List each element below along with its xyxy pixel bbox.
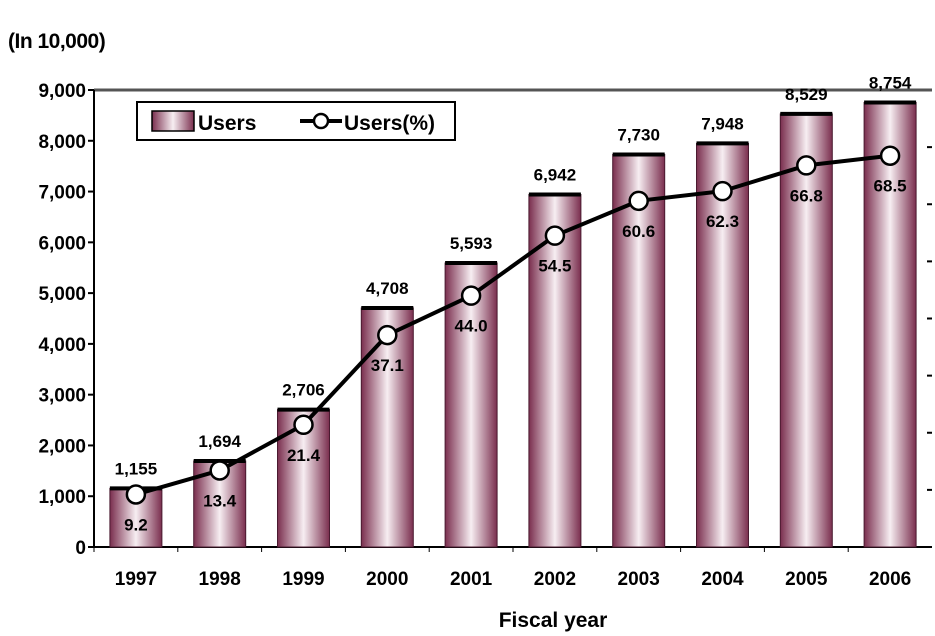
y-tick-label: 4,000 [38,335,86,356]
chart-axes: 0 1,000 2,000 3,000 4,000 5,000 6,000 7,000 8,00… [38,81,932,632]
x-tick-label: 1997 [115,569,157,590]
line-value-label: 68.5 [874,177,907,196]
legend-swatch-marker [312,112,330,130]
bar-value-label: 2,706 [282,381,325,400]
x-axis-title: Fiscal year [499,609,608,632]
x-tick-label: 2003 [618,569,660,590]
line-point-marker [125,484,147,505]
bar-value-label: 8,529 [785,85,828,104]
y-tick-label: 8,000 [38,132,86,153]
line-value-label: 13.4 [203,491,237,510]
legend-swatch-users [151,110,195,132]
line-value-label: 9.2 [124,515,148,534]
line-point-marker [712,180,733,202]
line-point-marker [796,155,817,176]
bar-value-label: 7,730 [617,125,660,144]
line-point-marker [293,414,314,436]
y-axis-unit-label: (In 10,000) [8,30,106,53]
line-point-marker [209,460,230,481]
line-value-label: 60.6 [622,222,655,241]
x-tick-label: 1998 [199,569,241,590]
bar [528,194,582,548]
bar-value-label: 4,708 [366,279,409,298]
line-point-marker [377,324,398,346]
x-tick-label: 2004 [701,569,744,590]
y-tick-label: 2,000 [38,436,86,457]
line-point-marker [544,225,566,246]
line-value-label: 66.8 [790,186,823,205]
line-value-label: 44.0 [455,317,488,336]
legend-label-users-pct: Users(%) [344,112,435,135]
y-tick-label: 3,000 [38,386,86,407]
bar [612,153,666,548]
line-point-marker [628,190,649,212]
y-tick-label: 0 [75,538,86,559]
y-tick-label: 9,000 [38,81,86,102]
x-tick-label: 2002 [534,569,576,590]
bar-value-label: 1,155 [115,459,158,478]
line-series [125,145,901,505]
legend-label-users: Users [198,112,256,135]
bar-value-label: 8,754 [869,73,912,92]
bar [444,262,498,548]
y-tick-label: 1,000 [38,487,86,508]
y-tick-label: 7,000 [38,183,86,204]
bar [696,142,749,548]
line-path [135,153,891,497]
line-value-label: 54.5 [538,257,571,276]
bar-value-label: 7,948 [701,114,744,133]
bar [863,101,917,548]
x-tick-label: 2005 [785,569,828,590]
line-value-label: 37.1 [371,356,404,375]
bar-value-label: 1,694 [198,432,241,451]
legend: Users Users(%) [136,101,456,141]
bar-value-label: 6,942 [534,166,577,185]
bar [360,307,414,548]
bar-series [109,100,917,548]
x-tick-label: 1999 [282,569,324,590]
line-point-marker [879,145,901,166]
data-labels: 1,155 1,694 2,706 4,708 5,593 6,942 7,730 7,948… [115,73,912,534]
y-tick-label: 6,000 [38,233,86,254]
x-tick-label: 2006 [869,569,911,590]
line-value-label: 21.4 [287,446,321,465]
bar [779,113,833,548]
line-point-marker [460,285,482,306]
x-tick-label: 2001 [450,569,493,590]
bar-value-label: 5,593 [450,234,493,253]
x-tick-label: 2000 [366,569,408,590]
y-tick-label: 5,000 [38,284,86,305]
line-value-label: 62.3 [706,212,739,231]
